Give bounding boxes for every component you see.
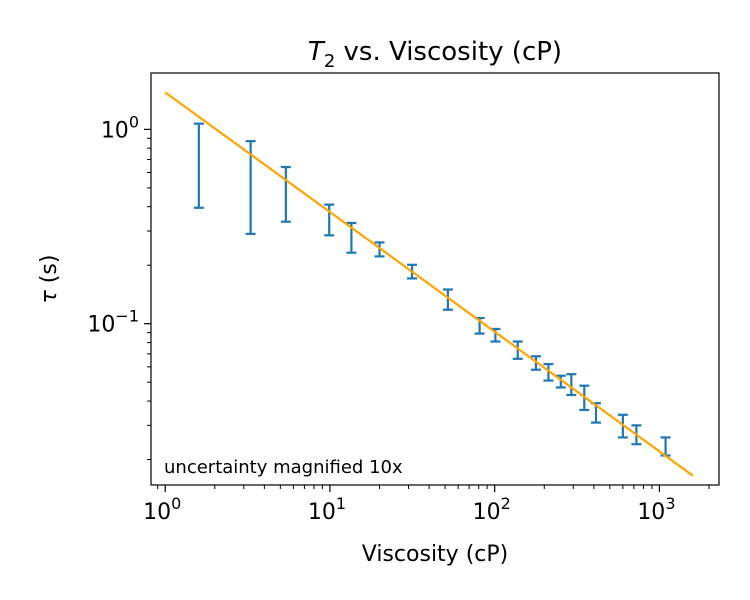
plot-area bbox=[164, 91, 694, 477]
x-axis-title: Viscosity (cP) bbox=[362, 542, 508, 567]
x-tick-label: 102 bbox=[473, 494, 511, 525]
errorbar bbox=[512, 340, 523, 360]
y-tick-label: 100 bbox=[101, 112, 139, 143]
chart-title: T2 vs. Viscosity (cP) bbox=[308, 37, 562, 72]
x-axis: 100 101 102 103 bbox=[143, 485, 710, 525]
errorbar bbox=[280, 165, 291, 223]
y-tick-label: 10−1 bbox=[87, 307, 139, 338]
errorbar bbox=[442, 288, 453, 311]
y-axis-title: τ (s) bbox=[37, 255, 62, 304]
plot-frame bbox=[150, 72, 720, 486]
errorbar bbox=[324, 203, 335, 237]
errorbar bbox=[245, 140, 256, 235]
annotation: uncertainty magnified 10x bbox=[164, 457, 403, 478]
errorbar bbox=[566, 373, 577, 397]
x-tick-label: 100 bbox=[143, 494, 181, 525]
x-tick-label: 103 bbox=[637, 494, 675, 525]
fit-line bbox=[164, 91, 694, 477]
errorbar bbox=[555, 374, 566, 389]
errorbar bbox=[193, 122, 204, 209]
x-tick-label: 101 bbox=[308, 494, 346, 525]
y-axis: 100 10−1 bbox=[87, 112, 151, 461]
errorbar bbox=[543, 362, 554, 382]
